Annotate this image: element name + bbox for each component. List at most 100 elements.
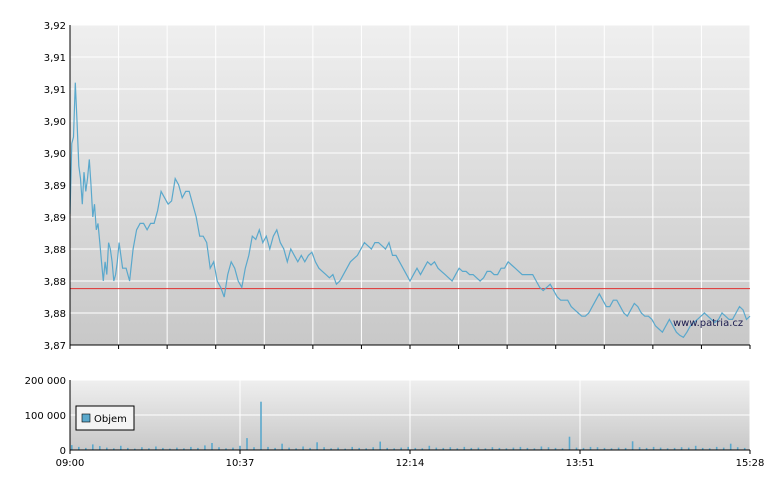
volume-bar <box>512 447 515 450</box>
volume-bar <box>281 443 283 450</box>
volume-bar <box>659 447 662 450</box>
volume-bar <box>246 438 248 450</box>
price-series-line <box>69 82 751 339</box>
price-panel: 3,92 3,91 3,91 3,90 3,90 3,89 3,89 3,88 3,88 3,88… <box>44 21 751 352</box>
volume-bar <box>323 447 325 450</box>
volume-bar <box>463 446 466 450</box>
legend-swatch <box>81 413 91 423</box>
volume-bar <box>169 448 171 450</box>
volume-bar <box>127 447 129 450</box>
legend-label: Objem <box>94 414 127 425</box>
price-y-tick-label: 3,88 <box>44 309 66 320</box>
volume-bar <box>526 447 529 450</box>
volume-bar <box>442 447 445 450</box>
price-y-tick-label: 3,88 <box>44 277 66 288</box>
price-y-tick-label: 3,89 <box>44 213 66 224</box>
volume-bar <box>197 447 199 450</box>
volume-bar <box>190 446 192 450</box>
volume-bar <box>134 448 136 450</box>
volume-bar <box>309 447 311 450</box>
volume-bar <box>554 447 557 450</box>
volume-bar <box>533 448 536 451</box>
volume-bar <box>176 447 178 450</box>
volume-x-tick-label: 15:28 <box>736 458 765 469</box>
volume-bar <box>624 447 627 450</box>
volume-bar <box>274 447 276 450</box>
volume-bar <box>449 447 452 450</box>
price-y-tick-label: 3,91 <box>44 53 66 64</box>
volume-bar <box>141 447 143 450</box>
volume-bar <box>694 445 697 450</box>
volume-bar <box>400 447 402 450</box>
volume-legend: Objem <box>75 405 135 431</box>
volume-bar <box>470 447 473 450</box>
volume-bar <box>519 446 522 450</box>
volume-x-tick-label: 10:37 <box>226 458 255 469</box>
volume-x-tick-label: 09:00 <box>56 458 85 469</box>
volume-bar <box>568 436 571 450</box>
volume-bar <box>148 448 150 451</box>
volume-bar <box>582 447 585 450</box>
volume-bar <box>652 446 655 450</box>
volume-bar <box>337 447 339 450</box>
volume-bar <box>267 446 269 450</box>
volume-bar <box>295 448 297 451</box>
price-y-tick-label: 3,89 <box>44 181 66 192</box>
volume-bar <box>498 447 501 450</box>
volume-bar <box>155 446 157 450</box>
volume-bar <box>484 448 487 451</box>
price-y-tick-labels: 3,92 3,91 3,91 3,90 3,90 3,89 3,89 3,88 3,88 3,88… <box>44 21 66 352</box>
volume-bar <box>589 446 592 450</box>
volume-x-tick-label: 12:14 <box>396 458 425 469</box>
volume-bar <box>715 446 718 450</box>
volume-bar <box>736 447 739 450</box>
volume-y-tick-label: 200 000 <box>25 376 66 387</box>
volume-bar <box>505 448 508 451</box>
volume-bar <box>204 445 206 450</box>
volume-bar <box>358 447 360 450</box>
volume-bars <box>71 401 746 451</box>
volume-bar <box>631 441 634 451</box>
volume-x-tick-labels: 09:00 10:37 12:14 13:51 15:28 <box>56 450 765 469</box>
volume-bar <box>330 448 332 451</box>
volume-bar <box>316 442 318 450</box>
volume-bar <box>456 448 459 451</box>
volume-bar <box>701 447 704 450</box>
volume-bar <box>344 448 346 450</box>
volume-bar <box>687 447 690 450</box>
watermark-text: www.patria.cz <box>673 318 743 329</box>
volume-bar <box>561 448 564 451</box>
volume-bar <box>78 446 80 450</box>
volume-y-tick-labels: 200 000 100 000 0 <box>25 376 66 457</box>
volume-bar <box>386 447 388 450</box>
volume-bar <box>708 448 711 451</box>
volume-bar <box>162 447 164 450</box>
volume-bar <box>729 443 732 450</box>
volume-bar <box>211 443 213 450</box>
volume-bar <box>239 445 241 450</box>
volume-bar <box>666 448 669 451</box>
volume-bar <box>183 448 185 451</box>
volume-bar <box>218 447 220 450</box>
volume-bar <box>610 448 613 451</box>
volume-bar <box>120 445 122 450</box>
volume-bar <box>540 446 543 450</box>
volume-bar <box>393 448 395 451</box>
volume-bar <box>421 448 424 451</box>
volume-bar <box>302 446 304 450</box>
volume-bar <box>603 447 606 450</box>
volume-bar <box>365 448 367 451</box>
volume-bar <box>673 447 676 450</box>
price-y-tick-label: 3,90 <box>44 149 66 160</box>
volume-bar <box>645 447 648 450</box>
volume-bar <box>722 447 725 450</box>
price-x-ticks <box>69 345 751 349</box>
volume-bar <box>638 447 641 450</box>
volume-bar <box>232 447 234 450</box>
volume-y-tick-label: 100 000 <box>25 411 66 422</box>
volume-panel: 200 000 100 000 0 09:00 10:37 12:14 13:51 15:2… <box>25 376 765 469</box>
volume-bar <box>260 401 262 450</box>
volume-bar <box>85 447 87 450</box>
volume-bar <box>113 448 115 451</box>
volume-bar <box>428 445 431 450</box>
